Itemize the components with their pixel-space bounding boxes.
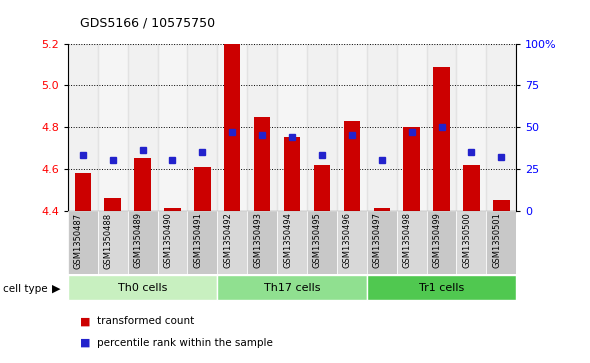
Bar <box>194 167 211 211</box>
Bar <box>68 276 217 300</box>
Bar <box>433 66 450 211</box>
Bar <box>396 211 427 274</box>
Bar <box>367 44 396 211</box>
Bar <box>277 211 307 274</box>
Bar <box>217 276 367 300</box>
Bar <box>224 44 241 211</box>
Bar <box>127 211 158 274</box>
Text: Th17 cells: Th17 cells <box>264 283 320 293</box>
Text: GSM1350496: GSM1350496 <box>343 212 352 269</box>
Bar <box>247 211 277 274</box>
Text: GDS5166 / 10575750: GDS5166 / 10575750 <box>80 16 215 29</box>
Bar <box>164 208 181 211</box>
Bar <box>254 117 270 211</box>
Bar <box>247 44 277 211</box>
Text: GSM1350487: GSM1350487 <box>74 212 83 269</box>
Text: GSM1350489: GSM1350489 <box>133 212 143 269</box>
Text: GSM1350500: GSM1350500 <box>463 212 471 268</box>
Bar <box>98 211 127 274</box>
Bar <box>427 44 457 211</box>
Text: GSM1350499: GSM1350499 <box>432 212 441 268</box>
Text: ■: ■ <box>80 338 90 348</box>
Bar <box>158 44 188 211</box>
Text: cell type: cell type <box>3 284 48 294</box>
Bar <box>127 44 158 211</box>
Text: Tr1 cells: Tr1 cells <box>419 283 464 293</box>
Text: transformed count: transformed count <box>97 316 195 326</box>
Bar <box>307 44 337 211</box>
Bar <box>314 165 330 211</box>
Bar <box>307 211 337 274</box>
Bar <box>396 44 427 211</box>
Bar <box>427 211 457 274</box>
Bar <box>74 173 91 211</box>
Text: GSM1350490: GSM1350490 <box>163 212 172 268</box>
Bar <box>486 211 516 274</box>
Bar <box>188 211 217 274</box>
Bar <box>457 211 486 274</box>
Bar <box>373 208 390 211</box>
Text: Th0 cells: Th0 cells <box>118 283 168 293</box>
Bar <box>217 211 247 274</box>
Text: ■: ■ <box>80 316 90 326</box>
Bar <box>188 44 217 211</box>
Text: ▶: ▶ <box>52 284 60 294</box>
Bar <box>158 211 188 274</box>
Bar <box>68 211 98 274</box>
Bar <box>104 198 121 211</box>
Text: GSM1350492: GSM1350492 <box>223 212 232 268</box>
Text: GSM1350495: GSM1350495 <box>313 212 322 268</box>
Bar <box>277 44 307 211</box>
Bar <box>217 44 247 211</box>
Bar <box>404 127 420 211</box>
Text: GSM1350501: GSM1350501 <box>492 212 502 268</box>
Text: GSM1350494: GSM1350494 <box>283 212 292 268</box>
Bar <box>493 200 510 211</box>
Text: GSM1350491: GSM1350491 <box>194 212 202 268</box>
Bar <box>98 44 127 211</box>
Text: GSM1350498: GSM1350498 <box>402 212 412 269</box>
Text: percentile rank within the sample: percentile rank within the sample <box>97 338 273 348</box>
Text: GSM1350493: GSM1350493 <box>253 212 262 269</box>
Bar <box>337 211 367 274</box>
Bar <box>486 44 516 211</box>
Bar <box>284 138 300 211</box>
Bar <box>343 121 360 211</box>
Text: GSM1350488: GSM1350488 <box>104 212 113 269</box>
Bar <box>367 211 396 274</box>
Bar <box>135 158 151 211</box>
Bar <box>68 44 98 211</box>
Bar <box>367 276 516 300</box>
Text: GSM1350497: GSM1350497 <box>373 212 382 269</box>
Bar <box>457 44 486 211</box>
Bar <box>463 165 480 211</box>
Bar <box>337 44 367 211</box>
